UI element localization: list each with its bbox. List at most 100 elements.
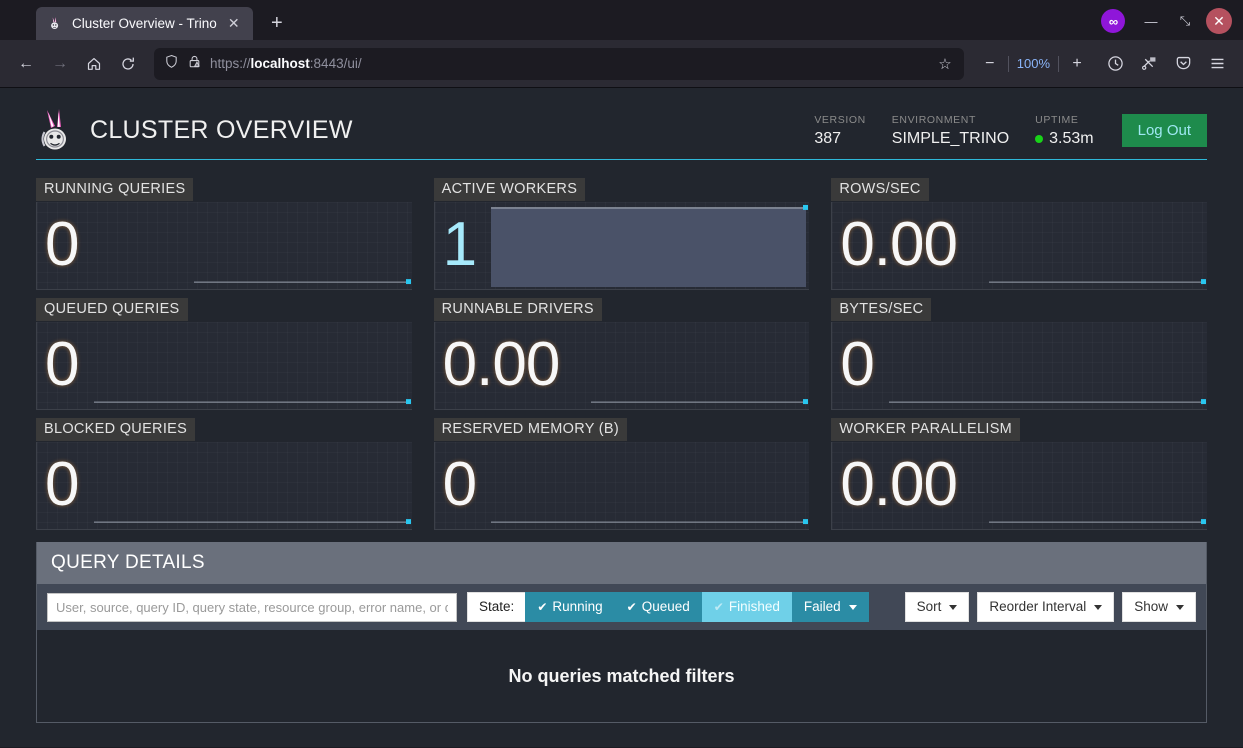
header-stat-environment: ENVIRONMENT SIMPLE_TRINO: [892, 114, 1009, 148]
bookmark-star-icon[interactable]: ☆: [938, 55, 952, 73]
maximize-button[interactable]: ⤡: [1179, 13, 1191, 28]
stat-card-body: 0.00: [433, 322, 810, 410]
stat-card-label: ROWS/SEC: [831, 178, 929, 201]
page-title: CLUSTER OVERVIEW: [90, 116, 353, 144]
state-filter-failed[interactable]: Failed: [791, 592, 869, 622]
sort-dropdown[interactable]: Sort: [904, 592, 970, 622]
stat-card-value: 0.00: [840, 209, 958, 279]
divider: [1058, 55, 1059, 72]
query-details-heading: QUERY DETAILS: [37, 542, 1206, 584]
header-stat-value: SIMPLE_TRINO: [891, 129, 1010, 147]
window-controls: ∞ — ⤡ ✕: [1101, 8, 1235, 34]
query-details-toolbar: State: ✔ Running ✔ Queued ✔ Finished Failed Sor…: [37, 584, 1206, 630]
stat-card: ROWS/SEC 0.00: [831, 170, 1207, 290]
state-filter-running[interactable]: ✔ Running: [525, 592, 615, 622]
log-out-button[interactable]: Log Out: [1121, 114, 1207, 147]
state-filter-queued[interactable]: ✔ Queued: [614, 592, 702, 622]
history-clock-icon[interactable]: [1099, 48, 1131, 80]
browser-navbar: ← → https://localhost:8443/ui/ ☆ − 100% …: [0, 40, 1243, 88]
dropdown-label: Sort: [916, 599, 942, 614]
reload-icon[interactable]: [112, 48, 144, 80]
close-window-button[interactable]: ✕: [1203, 8, 1235, 34]
sparkline-endpoint: [1200, 519, 1206, 525]
stat-card-value: 0: [45, 209, 79, 279]
new-tab-button[interactable]: +: [270, 12, 283, 34]
chevron-down-icon: [1176, 604, 1184, 610]
stat-card-body: 0: [433, 442, 810, 530]
check-icon: ✔: [626, 600, 637, 614]
pocket-icon[interactable]: [1167, 48, 1199, 80]
stat-sparkline: [591, 399, 809, 405]
lock-warning-icon[interactable]: [187, 54, 202, 74]
forward-icon[interactable]: →: [52, 54, 68, 72]
stat-card-value: 0: [45, 449, 79, 519]
stat-card-value: 0: [45, 329, 79, 399]
divider: [1007, 55, 1009, 72]
sort-menu-group: Sort Reorder Interval Show: [897, 592, 1196, 622]
state-filter-group: State: ✔ Running ✔ Queued ✔ Finished Failed: [467, 592, 869, 622]
address-bar[interactable]: https://localhost:8443/ui/ ☆: [154, 47, 964, 80]
header-stat-label: ENVIRONMENT: [891, 113, 976, 126]
tab-strip: Cluster Overview - Trino ✕ +: [0, 0, 293, 40]
stat-card-body: 0.00: [831, 202, 1207, 290]
stat-sparkline: [491, 204, 809, 288]
status-dot-icon: [1035, 134, 1044, 143]
stat-sparkline: [888, 399, 1206, 405]
stat-card-value: 0: [442, 449, 477, 519]
reorder-interval-dropdown[interactable]: Reorder Interval: [977, 592, 1115, 622]
stat-card-label: BLOCKED QUERIES: [36, 418, 196, 441]
stat-card-value: 0: [840, 329, 874, 399]
stat-card: BLOCKED QUERIES 0: [36, 410, 412, 530]
stat-sparkline: [193, 279, 411, 285]
browser-tab[interactable]: Cluster Overview - Trino ✕: [36, 7, 253, 40]
chevron-down-icon: [949, 604, 958, 610]
zoom-level[interactable]: 100%: [1016, 56, 1050, 71]
stat-card-label: WORKER PARALLELISM: [831, 418, 1021, 441]
extension-badge-icon[interactable]: ∞: [1101, 9, 1125, 33]
stat-card: ACTIVE WORKERS 1: [433, 170, 810, 290]
state-filter-label-text: Failed: [803, 599, 841, 614]
tab-title: Cluster Overview - Trino: [72, 16, 217, 31]
tab-close-icon[interactable]: ✕: [227, 14, 240, 31]
sparkline-endpoint: [1200, 399, 1206, 405]
sparkline-endpoint: [405, 519, 411, 525]
stat-card-label: BYTES/SEC: [831, 298, 932, 321]
show-dropdown[interactable]: Show: [1122, 592, 1196, 622]
query-list-empty-message: No queries matched filters: [508, 665, 735, 686]
stat-card-label: RUNNABLE DRIVERS: [433, 298, 602, 321]
zoom-controls: − 100% +: [974, 48, 1093, 80]
dropdown-label: Reorder Interval: [989, 599, 1087, 614]
stat-card-body: 0: [36, 322, 412, 410]
close-icon: ✕: [1206, 8, 1232, 34]
minimize-button[interactable]: —: [1144, 13, 1158, 29]
uptime-value: 3.53m: [1049, 129, 1094, 147]
stat-card: RESERVED MEMORY (B) 0: [433, 410, 810, 530]
stat-card-label: QUEUED QUERIES: [36, 298, 188, 321]
stat-card: RUNNABLE DRIVERS 0.00: [433, 290, 810, 410]
stat-card-value: 0.00: [442, 329, 561, 399]
zoom-in-button[interactable]: +: [1072, 54, 1082, 72]
back-icon[interactable]: ←: [18, 54, 34, 72]
query-search-input[interactable]: [47, 592, 458, 622]
stat-card-label: ACTIVE WORKERS: [433, 178, 586, 201]
menu-icon[interactable]: [1201, 48, 1233, 80]
sparkline-endpoint: [1200, 279, 1206, 285]
stat-card: WORKER PARALLELISM 0.00: [831, 410, 1207, 530]
stat-card-value: 1: [442, 209, 477, 279]
state-filter-finished[interactable]: ✔ Finished: [701, 592, 792, 622]
stat-card-label: RESERVED MEMORY (B): [433, 418, 627, 441]
extensions-icon[interactable]: [1133, 48, 1165, 80]
shield-icon[interactable]: [164, 54, 179, 74]
sparkline-endpoint: [405, 399, 411, 405]
browser-titlebar: Cluster Overview - Trino ✕ + ∞ — ⤡ ✕: [0, 0, 1243, 40]
sparkline-endpoint: [405, 279, 411, 285]
trino-logo-icon: [36, 108, 78, 154]
stat-card-value: 0.00: [840, 449, 958, 519]
stat-card-body: 0: [36, 202, 412, 290]
check-icon: ✔: [713, 600, 724, 614]
state-filter-label-text: Finished: [728, 599, 780, 614]
stat-sparkline: [93, 399, 411, 405]
zoom-out-button[interactable]: −: [985, 54, 995, 72]
home-icon[interactable]: [78, 48, 110, 80]
stat-sparkline: [491, 519, 809, 525]
